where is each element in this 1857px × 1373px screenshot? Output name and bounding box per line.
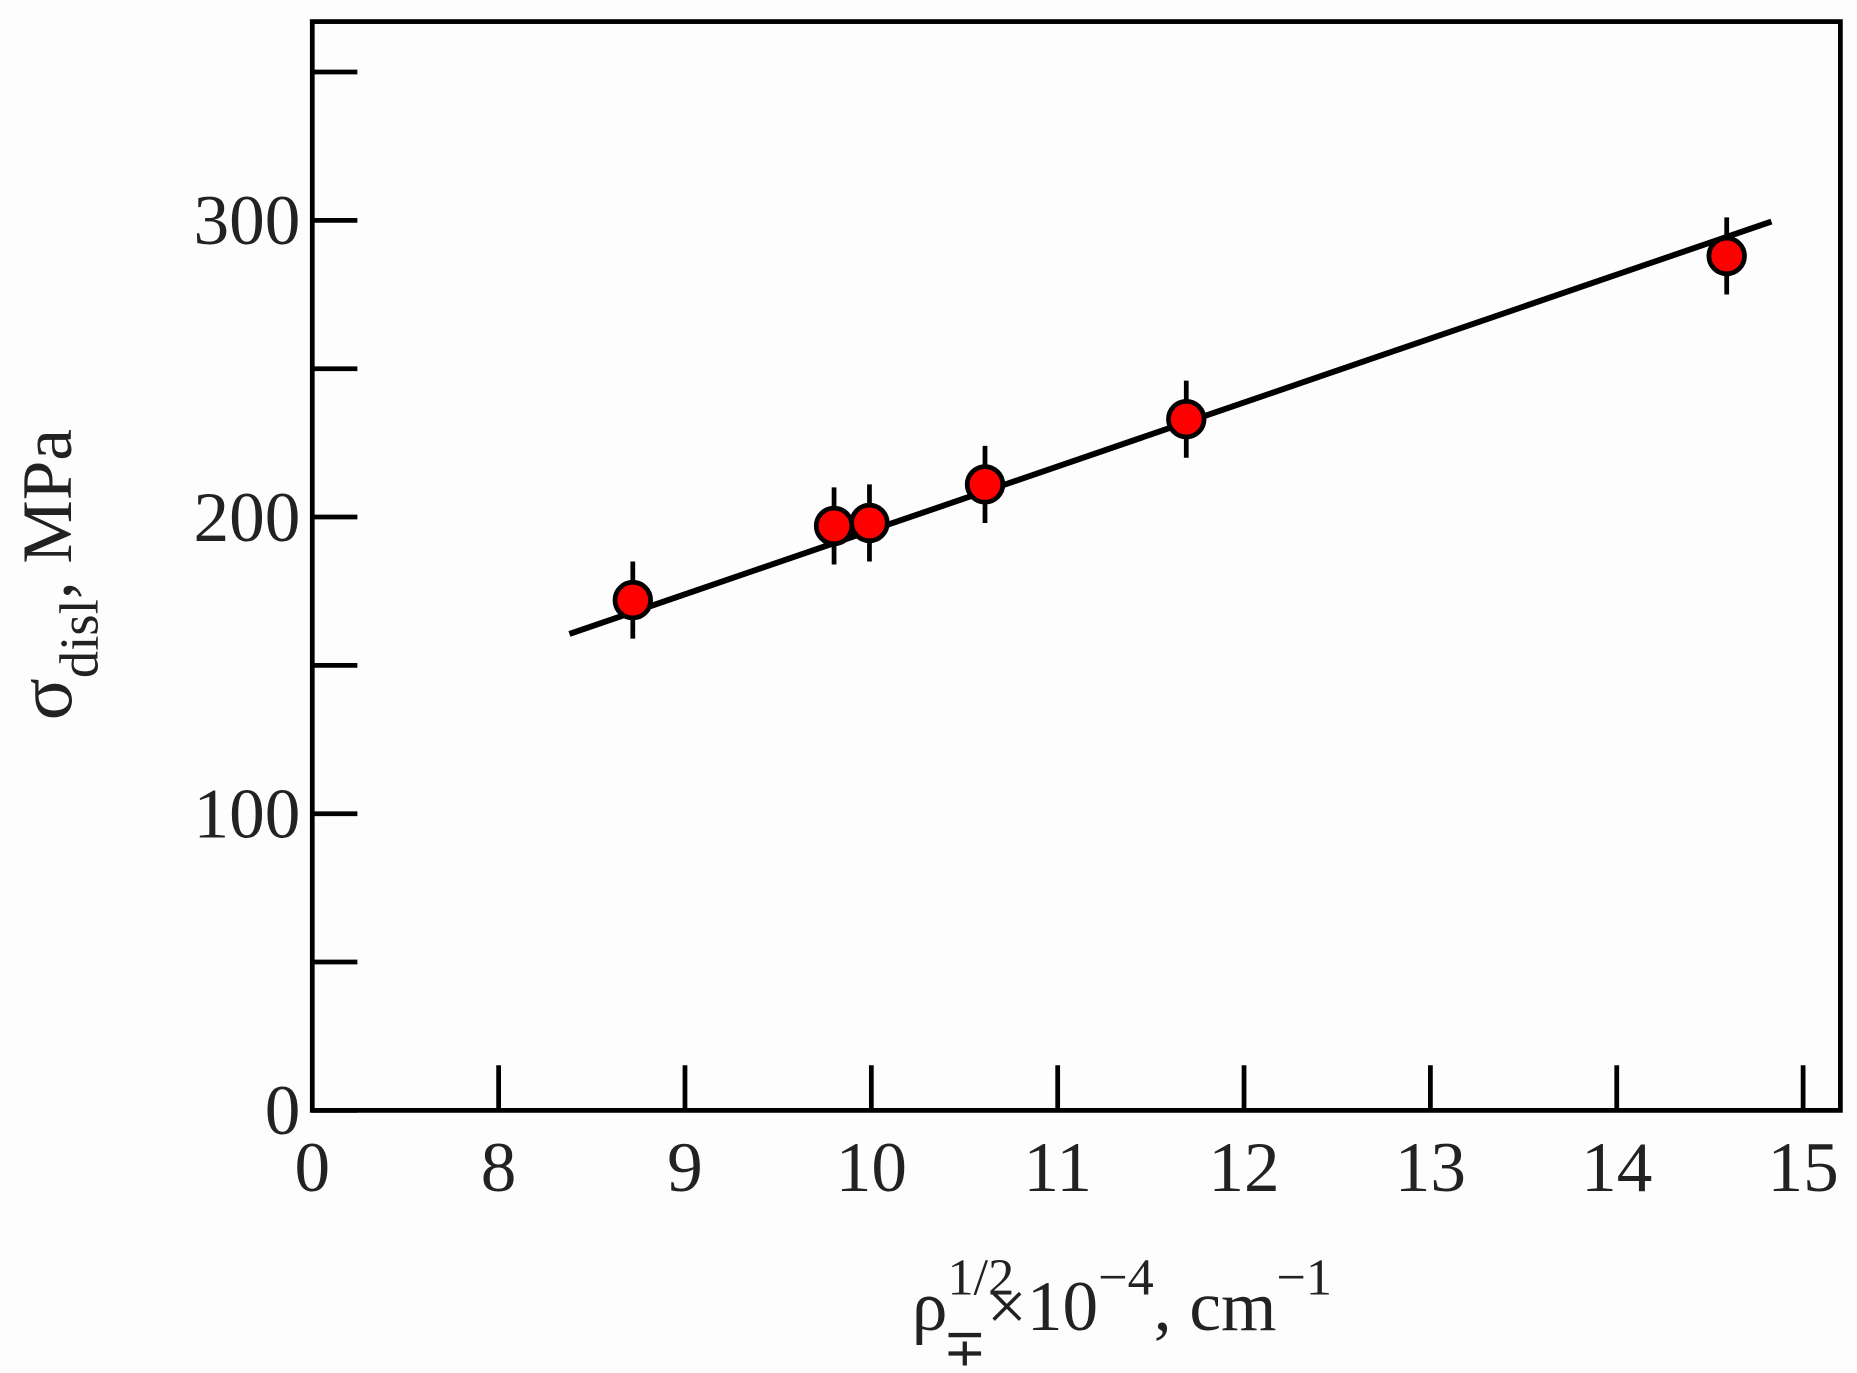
data-point	[964, 464, 1006, 505]
x-origin-label: 0	[294, 1129, 330, 1207]
x-tick-label: 13	[1395, 1129, 1466, 1207]
y-tick-label: 100	[194, 775, 301, 853]
data-point	[1706, 235, 1747, 277]
x-tick-label: 8	[481, 1129, 517, 1207]
data-point	[813, 505, 855, 547]
y-tick-label: 200	[194, 479, 301, 557]
y-tick-label: 300	[194, 182, 301, 260]
x-axis-label: ρ1/2 ∓×10−4, cm−1	[912, 1248, 1332, 1373]
data-point	[1166, 398, 1207, 440]
x-tick-label: 9	[667, 1129, 703, 1207]
x-label-part: −1	[1276, 1248, 1332, 1306]
y-label-unit: , MPa	[9, 429, 87, 599]
x-label-part: ×10	[987, 1268, 1098, 1346]
x-tick-label: 11	[1023, 1129, 1092, 1207]
data-point	[612, 579, 653, 621]
y-axis-label: σdisl, MPa	[1, 429, 109, 720]
y-label-symbol: σ	[1, 678, 88, 720]
plot-frame	[309, 19, 1843, 1113]
x-tick-label: 12	[1208, 1129, 1279, 1207]
x-label-part: , cm	[1154, 1268, 1277, 1346]
data-point	[849, 502, 890, 544]
x-tick-label: 10	[836, 1129, 907, 1207]
x-label-part: ∓	[943, 1320, 987, 1373]
x-tick-label: 14	[1581, 1129, 1652, 1207]
x-tick-label: 15	[1767, 1129, 1838, 1207]
x-label-part: ρ	[912, 1268, 948, 1346]
y-tick-label: 0	[265, 1072, 301, 1150]
y-label-subscript: disl	[48, 599, 109, 678]
x-label-part: 1/2	[947, 1248, 1014, 1306]
x-label-part: −4	[1098, 1248, 1154, 1306]
